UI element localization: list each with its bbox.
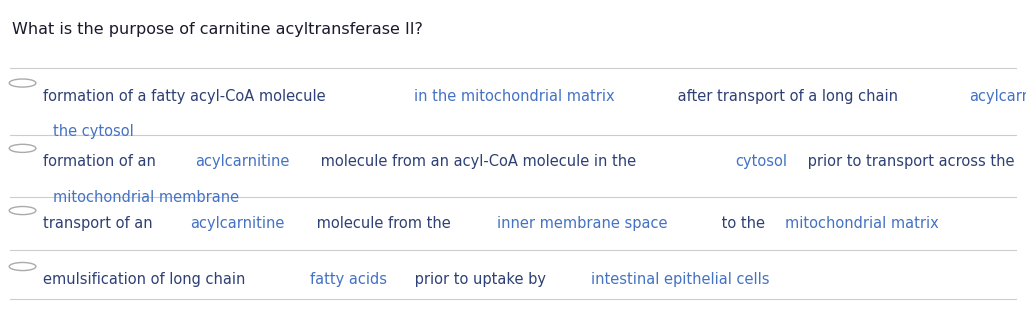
Text: emulsification of long chain: emulsification of long chain [43,272,250,287]
Text: acylcarnitine: acylcarnitine [191,216,285,231]
Text: cytosol: cytosol [736,154,788,169]
Text: prior to transport across the: prior to transport across the [802,154,1014,169]
Text: molecule from an acyl-CoA molecule in the: molecule from an acyl-CoA molecule in th… [316,154,641,169]
Text: formation of a fatty acyl-CoA molecule: formation of a fatty acyl-CoA molecule [43,89,330,104]
Text: fatty acids: fatty acids [310,272,387,287]
Text: acylcarnitine: acylcarnitine [195,154,289,169]
Text: molecule from the: molecule from the [312,216,456,231]
Text: What is the purpose of carnitine acyltransferase II?: What is the purpose of carnitine acyltra… [12,22,423,37]
Text: acylcarnitine: acylcarnitine [969,89,1026,104]
Text: in the mitochondrial matrix: in the mitochondrial matrix [413,89,615,104]
Text: transport of an: transport of an [43,216,157,231]
Text: prior to uptake by: prior to uptake by [409,272,550,287]
Text: inner membrane space: inner membrane space [498,216,668,231]
Text: mitochondrial membrane: mitochondrial membrane [53,190,239,205]
Text: after transport of a long chain: after transport of a long chain [673,89,902,104]
Text: to the: to the [717,216,770,231]
Text: mitochondrial matrix: mitochondrial matrix [785,216,939,231]
Text: formation of an: formation of an [43,154,161,169]
Text: the cytosol: the cytosol [53,124,134,139]
Text: intestinal epithelial cells: intestinal epithelial cells [591,272,770,287]
